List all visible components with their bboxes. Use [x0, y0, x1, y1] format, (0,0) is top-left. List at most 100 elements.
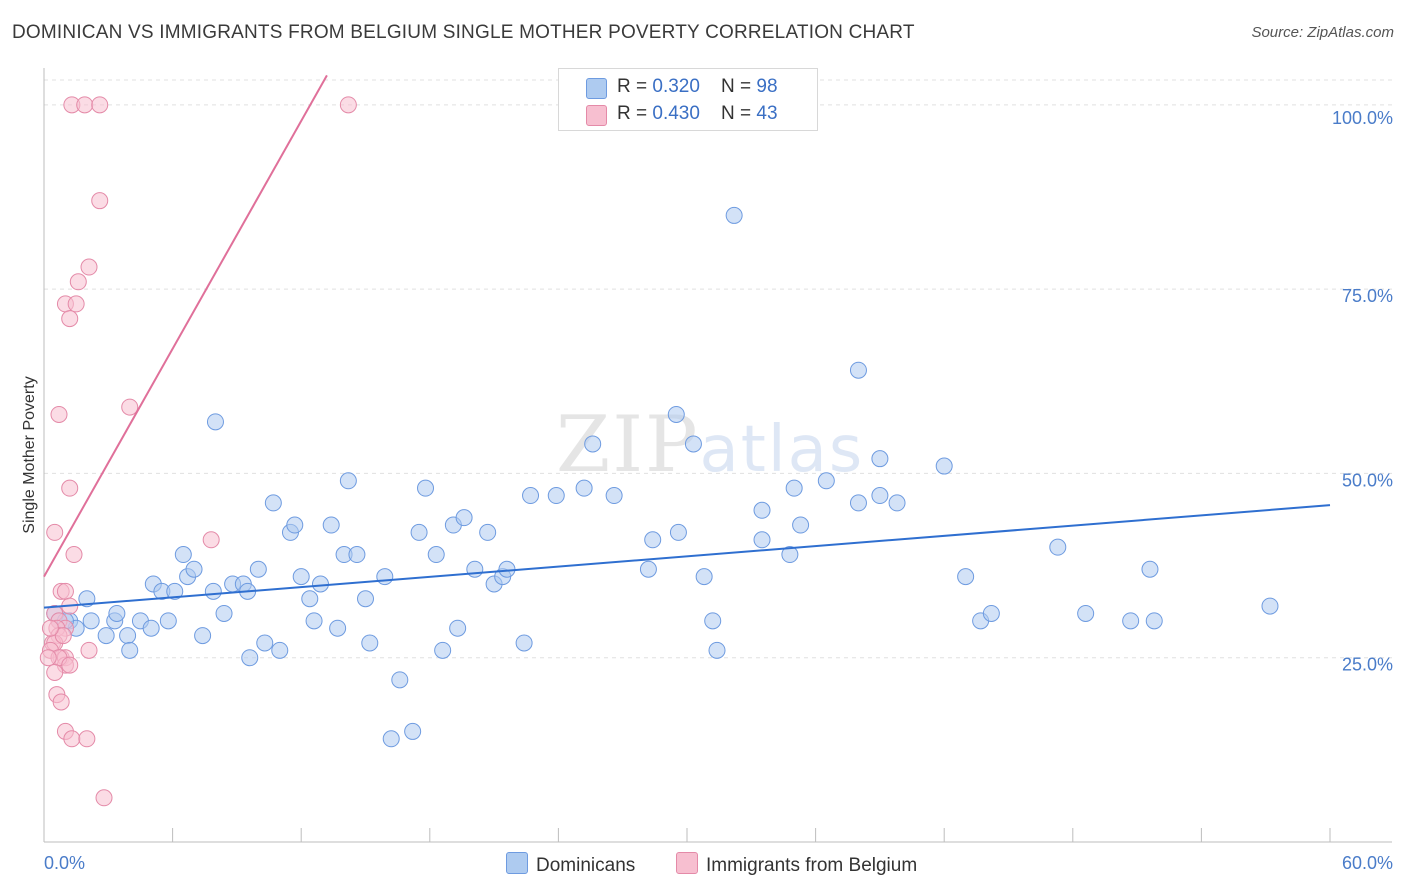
dominican-point [1145, 612, 1163, 630]
belgium-point [65, 546, 83, 564]
axis-layer [43, 68, 1392, 843]
dominican-point [166, 582, 184, 600]
dominican-point [957, 568, 975, 586]
legend-n-label: N = [721, 76, 757, 97]
source-label: Source: ZipAtlas.com [1251, 24, 1394, 41]
belgium-point [61, 479, 79, 497]
dominican-point [1261, 597, 1279, 615]
dominican-point [669, 523, 687, 541]
belgium-point [39, 649, 57, 667]
dominican-point [78, 590, 96, 608]
belgium-point [80, 258, 98, 276]
belgium-point [46, 523, 64, 541]
dominican-point [935, 457, 953, 475]
dominican-point [547, 487, 565, 505]
bottom-legend-label: Dominicans [536, 855, 636, 876]
grid-layer [44, 79, 1392, 659]
dominican-point [667, 405, 685, 423]
dominican-point [256, 634, 274, 652]
dominican-point [684, 435, 702, 453]
dominican-point [849, 361, 867, 379]
dominican-point [639, 560, 657, 578]
dominican-point [121, 641, 139, 659]
legend-n-label: N = [721, 103, 757, 124]
dominican-point [982, 604, 1000, 622]
dominican-point [522, 487, 540, 505]
dominican-point [382, 730, 400, 748]
dominican-point [322, 516, 340, 534]
dominican-point [185, 560, 203, 578]
y-tick-label: 50.0% [1342, 470, 1393, 490]
dominican-point [357, 590, 374, 608]
dominican-point [174, 546, 192, 564]
dominican-point [871, 450, 889, 468]
dominican-point [1141, 560, 1159, 578]
dominican-point [264, 494, 282, 512]
dominican-trend-line [43, 504, 1331, 609]
dominican-point [292, 568, 310, 586]
dominican-point [249, 560, 267, 578]
dominican-point [708, 641, 726, 659]
dominican-point [271, 641, 289, 659]
dominican-point [417, 479, 435, 497]
belgium-point [202, 531, 220, 549]
dominican-point [888, 494, 906, 512]
dominican-point [584, 435, 602, 453]
belgium-point [61, 310, 79, 328]
belgium-point [76, 96, 94, 114]
dominican-point [301, 590, 319, 608]
dominican-point [427, 546, 445, 564]
dominican-point [82, 612, 100, 630]
bottom-legend-swatch-pink [676, 852, 698, 874]
legend-r-label: R = [617, 103, 653, 124]
dominican-point [108, 604, 126, 622]
belgium-point [46, 663, 64, 681]
dominican-point [871, 487, 889, 505]
bottom-legend-belgium: Immigrants from Belgium [676, 852, 917, 877]
dominican-point [97, 627, 115, 645]
belgium-point [54, 627, 72, 645]
dominican-point [404, 722, 422, 740]
belgium-trend-line [43, 74, 328, 578]
dominican-point [305, 612, 323, 630]
dominican-point [479, 523, 497, 541]
stats-legend: R = 0.320 N = 98 R = 0.430 N = 43 [558, 68, 818, 131]
y-tick-label: 100.0% [1332, 108, 1393, 128]
belgium-point [121, 398, 139, 416]
dominican-point [348, 546, 366, 564]
dominican-point [644, 531, 662, 549]
legend-swatch-blue [586, 78, 607, 99]
dominican-point [204, 582, 222, 600]
dominican-point [849, 494, 867, 512]
dominican-point [241, 649, 259, 667]
dominican-point [455, 509, 473, 527]
dominican-point [1122, 612, 1140, 630]
dominican-point [206, 413, 224, 431]
dominican-point [704, 612, 722, 630]
bottom-legend-swatch-blue [506, 852, 528, 874]
dominican-point [159, 612, 177, 630]
belgium-point [56, 582, 74, 600]
belgium-point [91, 96, 109, 114]
belgium-point [67, 295, 85, 313]
belgium-point [339, 96, 357, 114]
dominican-point [1077, 604, 1095, 622]
dominican-point [329, 619, 347, 637]
dominican-point [194, 627, 212, 645]
legend-r-value: 0.320 [652, 76, 700, 97]
bottom-legend-dominicans: Dominicans [506, 852, 635, 877]
belgium-point [52, 693, 70, 711]
dominican-point [785, 479, 803, 497]
legend-stats-dominicans: R = 0.320 N = 98 [617, 76, 778, 98]
dominican-point [466, 560, 484, 578]
legend-n-value: 43 [756, 103, 778, 124]
dominican-point [1049, 538, 1067, 556]
dominican-point [391, 671, 409, 689]
belgium-point [78, 730, 96, 748]
watermark-atlas: atlas [699, 413, 865, 487]
x-tick-label: 0.0% [44, 853, 85, 873]
dominican-point [286, 516, 304, 534]
dominican-point [817, 472, 835, 490]
y-axis-title: Single Mother Poverty [21, 376, 38, 533]
